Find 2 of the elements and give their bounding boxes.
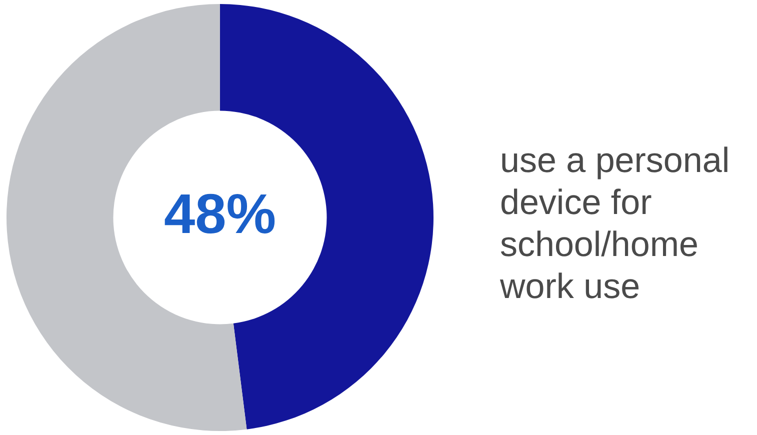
slice-label: use a personal device for school/home work use [500, 140, 731, 308]
data-label: 48% [164, 182, 276, 245]
